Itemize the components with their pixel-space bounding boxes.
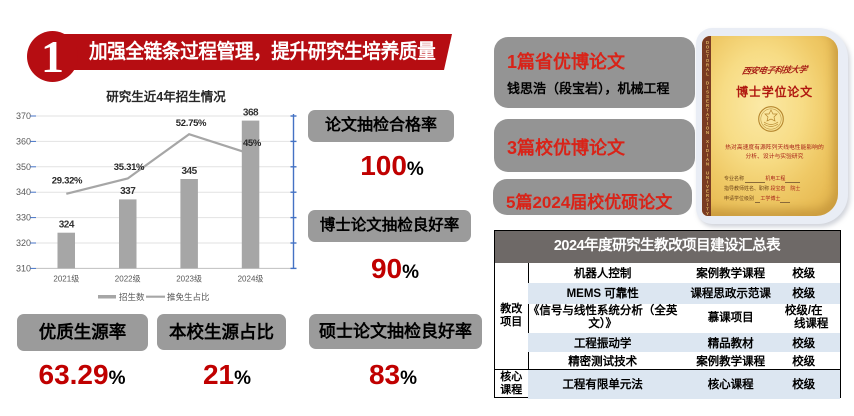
svg-text:2024级: 2024级	[238, 274, 264, 284]
svg-text:345: 345	[182, 166, 198, 177]
svg-text:2021级: 2021级	[53, 274, 79, 284]
svg-text:337: 337	[120, 186, 136, 197]
svg-text:368: 368	[243, 107, 259, 118]
svg-text:推免生占比: 推免生占比	[167, 292, 210, 302]
svg-text:45%: 45%	[243, 138, 262, 149]
svg-text:2023级: 2023级	[176, 274, 202, 284]
svg-text:324: 324	[59, 220, 75, 231]
svg-text:招生数: 招生数	[119, 292, 145, 302]
svg-text:360: 360	[16, 136, 31, 146]
svg-text:370: 370	[16, 111, 31, 121]
svg-text:330: 330	[16, 213, 31, 223]
svg-text:29.32%: 29.32%	[52, 176, 83, 187]
svg-text:320: 320	[16, 238, 31, 248]
svg-text:研究生近4年招生情况: 研究生近4年招生情况	[106, 89, 226, 104]
svg-text:340: 340	[16, 187, 31, 197]
svg-text:35.31%: 35.31%	[114, 162, 145, 173]
svg-text:2022级: 2022级	[115, 274, 141, 284]
svg-text:52.75%: 52.75%	[176, 118, 207, 129]
svg-text:350: 350	[16, 162, 31, 172]
svg-text:310: 310	[16, 263, 31, 273]
